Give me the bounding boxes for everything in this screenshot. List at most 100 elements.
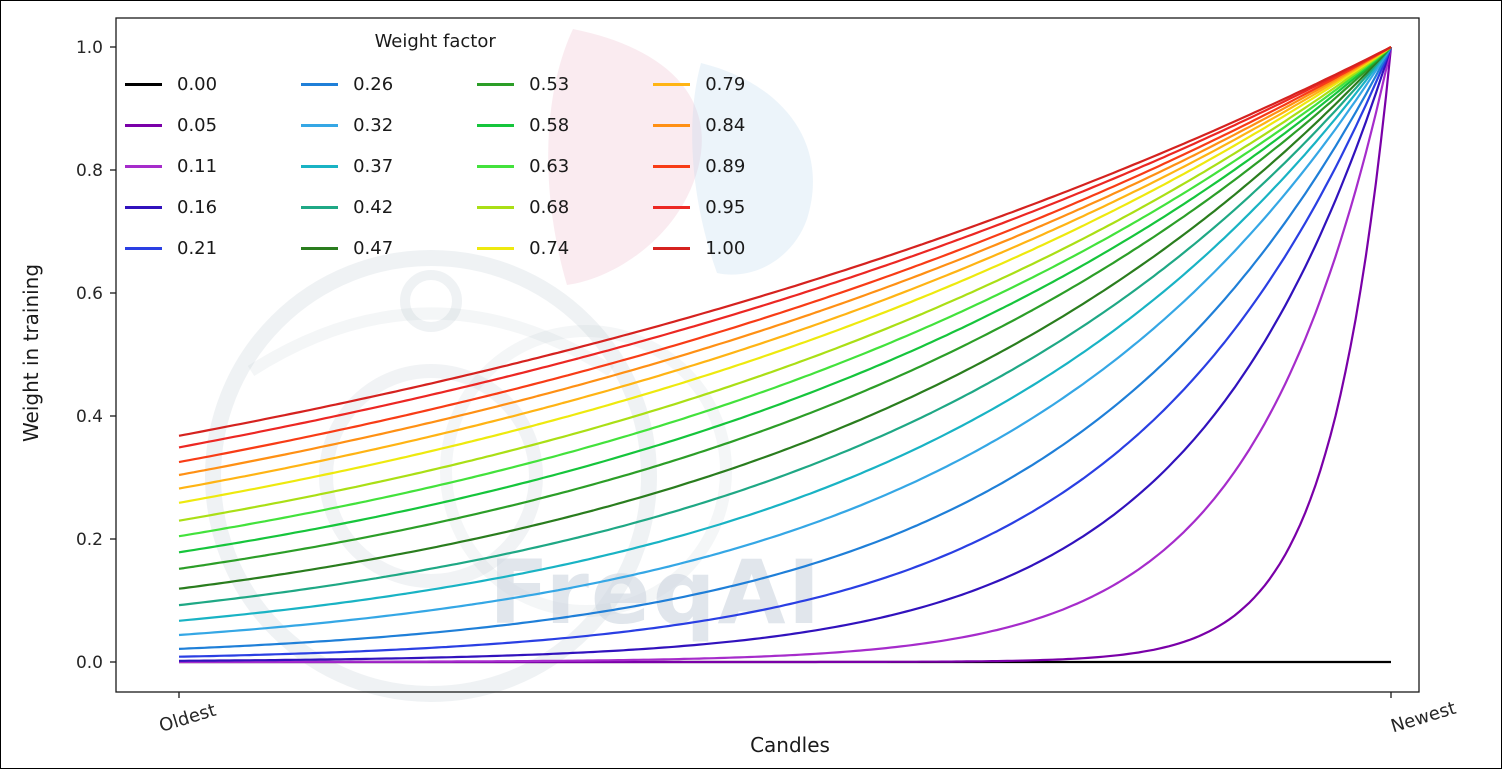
series-line-0.11 (179, 46, 1393, 663)
series-line-0.63 (178, 46, 1392, 538)
legend-item: 0.95 (653, 197, 745, 218)
legend-item: 0.42 (301, 197, 393, 218)
watermark-ring-inner (319, 364, 543, 588)
legend-color-swatch (301, 206, 339, 209)
watermark-crown-circle (400, 270, 462, 332)
legend-color-swatch (477, 247, 515, 250)
legend-item: 0.37 (301, 156, 393, 177)
watermark-pink-leaf (548, 29, 702, 285)
y-tick-label: 0.0 (76, 653, 103, 673)
legend-color-swatch (301, 247, 339, 250)
legend-item: 1.00 (653, 238, 745, 259)
legend-item: 0.63 (477, 156, 569, 177)
legend-item: 0.84 (653, 115, 745, 136)
series-line-0.84 (178, 46, 1392, 477)
legend-item: 0.16 (125, 197, 217, 218)
legend-label: 0.79 (705, 74, 746, 95)
legend-color-swatch (125, 124, 162, 127)
legend-color-swatch (653, 247, 691, 250)
legend-item: 0.05 (125, 115, 217, 136)
series-line-0.53 (178, 46, 1392, 570)
legend-color-swatch (653, 206, 691, 209)
legend-item: 0.89 (653, 156, 745, 177)
series-line-0.47 (178, 46, 1392, 590)
legend-item: 0.00 (125, 74, 217, 95)
y-tick-label: 0.4 (76, 407, 103, 427)
legend-color-swatch (477, 165, 515, 168)
series-line-0.32 (178, 46, 1392, 637)
legend-item: 0.21 (125, 238, 217, 259)
series-line-0.95 (178, 46, 1392, 449)
legend-color-swatch (301, 124, 339, 127)
legend-color-swatch (301, 83, 339, 86)
watermark-ring-outer (205, 250, 657, 702)
legend-label: 0.42 (353, 197, 394, 218)
series-line-1.00 (178, 46, 1392, 437)
x-tick-label: Newest (1388, 698, 1458, 738)
series-line-0.21 (178, 46, 1393, 658)
legend-label: 0.32 (353, 115, 394, 136)
legend-item: 0.32 (301, 115, 393, 136)
plot-border (115, 17, 1420, 693)
legend-label: 0.47 (353, 238, 394, 259)
series-line-0.16 (179, 46, 1393, 662)
y-tick-label: 1.0 (76, 38, 103, 58)
legend-color-swatch (653, 83, 691, 86)
legend-color-swatch (125, 83, 162, 86)
legend-color-swatch (477, 206, 515, 209)
watermark-blue-leaf (692, 63, 813, 275)
legend-grid: 0.00 0.05 0.11 0.16 0.21 0.26 0.32 0.37 0.42 0.47… (125, 64, 745, 269)
legend-color-swatch (301, 165, 339, 168)
watermark-wing-arc (247, 307, 615, 377)
legend-label: 0.68 (529, 197, 570, 218)
legend-label: 0.74 (529, 238, 570, 259)
legend-title: Weight factor (374, 31, 496, 52)
series-line-0.68 (178, 46, 1392, 522)
legend-color-swatch (125, 165, 162, 168)
x-axis-label: Candles (750, 733, 830, 757)
series-line-0.42 (178, 46, 1392, 607)
y-tick-label: 0.8 (76, 161, 103, 181)
legend-label: 0.95 (705, 197, 746, 218)
legend-label: 0.11 (177, 156, 218, 177)
legend-item: 0.58 (477, 115, 569, 136)
legend-label: 1.00 (705, 238, 746, 259)
legend-item: 0.53 (477, 74, 569, 95)
series-line-0.89 (178, 46, 1392, 464)
legend-color-swatch (477, 124, 515, 127)
legend-label: 0.37 (353, 156, 394, 177)
x-tick-label: Oldest (157, 700, 219, 737)
legend-color-swatch (125, 247, 162, 250)
legend: Weight factor 0.00 0.05 0.11 0.16 0.21 0.26 0.… (125, 31, 745, 269)
legend-item: 0.74 (477, 238, 569, 259)
y-axis-label: Weight in training (19, 263, 43, 443)
legend-color-swatch (653, 165, 691, 168)
curves (178, 46, 1393, 664)
legend-label: 0.53 (529, 74, 570, 95)
legend-label: 0.26 (353, 74, 394, 95)
legend-item: 0.47 (301, 238, 393, 259)
legend-label: 0.21 (177, 238, 218, 259)
legend-color-swatch (125, 206, 162, 209)
y-tick-label: 0.6 (76, 284, 103, 304)
legend-color-swatch (653, 124, 691, 127)
series-line-0.74 (178, 46, 1392, 504)
legend-item: 0.26 (301, 74, 393, 95)
legend-item: 0.68 (477, 197, 569, 218)
legend-label: 0.16 (177, 197, 218, 218)
legend-label: 0.58 (529, 115, 570, 136)
legend-label: 0.63 (529, 156, 570, 177)
legend-item: 0.11 (125, 156, 217, 177)
legend-label: 0.84 (705, 115, 746, 136)
legend-item: 0.79 (653, 74, 745, 95)
series-line-0.58 (178, 46, 1392, 554)
series-line-0.37 (178, 46, 1392, 622)
legend-label: 0.05 (177, 115, 218, 136)
series-line-0.79 (178, 46, 1392, 490)
legend-label: 0.00 (177, 74, 218, 95)
legend-label: 0.89 (705, 156, 746, 177)
legend-color-swatch (477, 83, 515, 86)
y-tick-label: 0.2 (76, 530, 103, 550)
